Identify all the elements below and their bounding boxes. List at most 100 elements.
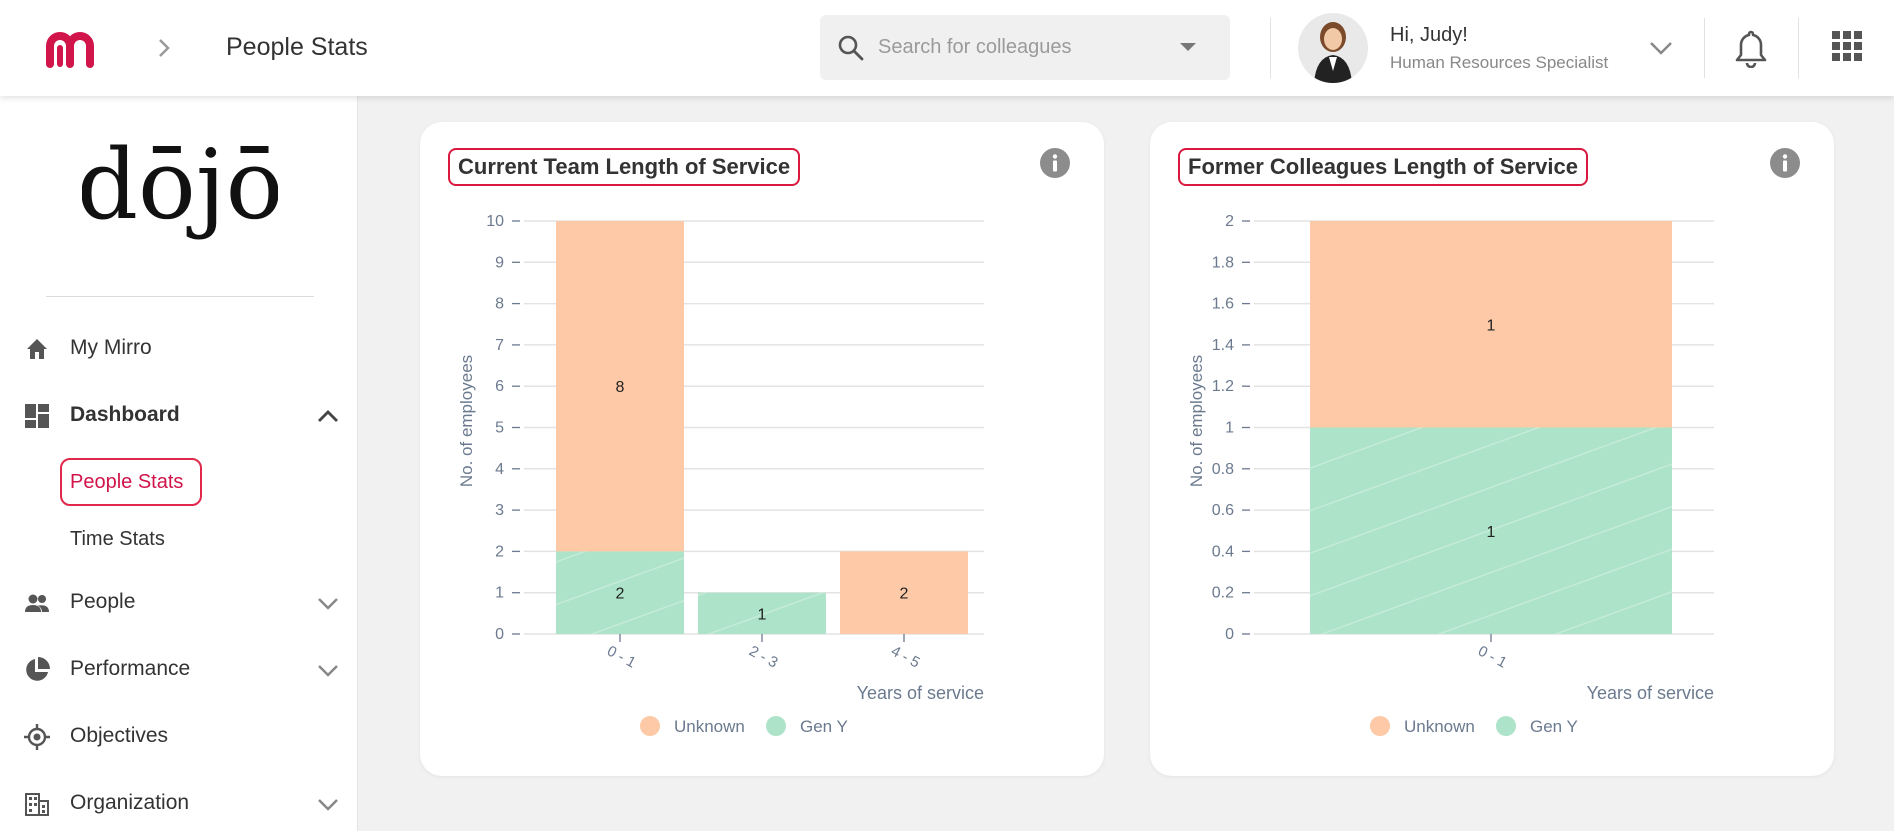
sidebar-item-people-stats[interactable]: People Stats [60,458,202,506]
y-tick-label: 7 [495,337,504,354]
x-tick-label: 0 - 1 [1475,643,1509,672]
sidebar-item-label: My Mirro [70,336,152,359]
data-label: 1 [758,606,767,623]
sidebar-item-people[interactable]: People [0,576,358,628]
y-tick-label: 0.6 [1212,502,1234,519]
bell-icon[interactable] [1734,28,1768,68]
y-tick-label: 1.4 [1212,337,1234,354]
chevron-up-icon[interactable] [316,407,340,425]
divider [1704,18,1705,78]
pie-icon [26,657,50,681]
y-tick-label: 4 [495,461,504,478]
sidebar-item-label: People [70,590,136,613]
x-axis-title: Years of service [1587,683,1714,703]
y-tick-label: 0 [495,626,504,643]
chevron-down-icon[interactable] [316,795,340,813]
dashboard-icon [25,404,49,428]
legend-swatch [1370,716,1390,736]
bar-gen-y [698,592,826,634]
sidebar-item-organization[interactable]: Organization [0,777,358,829]
y-tick-label: 0.8 [1212,461,1234,478]
chevron-down-icon[interactable] [316,661,340,679]
y-tick-label: 1.8 [1212,254,1234,271]
sidebar-item-performance[interactable]: Performance [0,643,358,695]
people-icon [25,594,49,612]
y-tick-label: 0.2 [1212,585,1234,602]
y-tick-label: 9 [495,254,504,271]
bar-chart-former-colleagues: 0 0.2 0.4 0.6 0.8 1 1.2 1.4 1.6 1.8 2 1 1 0 - 1 Years … [1187,213,1714,703]
search-icon [838,35,864,61]
user-avatar-icon [1314,22,1352,83]
chart-title: Former Colleagues Length of Service [1178,148,1588,186]
sidebar-item-time-stats[interactable]: Time Stats [70,528,165,550]
data-label: 1 [1487,524,1496,541]
x-tick-label: 2 - 3 [746,643,780,672]
chart-card-current-team: Current Team Length of Service 0 1 2 3 4 5 6 7 8… [420,122,1104,776]
divider [1270,18,1271,78]
chart-title: Current Team Length of Service [448,148,801,186]
sidebar-item-label: Performance [70,657,191,680]
colleague-search[interactable]: Search for colleagues [820,15,1230,80]
data-label: 2 [900,586,909,603]
breadcrumb-chevron-icon [159,39,170,57]
search-dropdown-icon[interactable] [1180,43,1196,51]
target-icon [24,724,50,750]
data-label: 8 [616,379,625,396]
bar-gen-y [1310,427,1672,634]
info-icon[interactable] [1770,148,1800,178]
y-tick-label: 8 [495,296,504,313]
svg-text:dōjō: dōjō [82,129,278,241]
sidebar-item-label: Objectives [70,724,169,747]
y-tick-label: 1.2 [1212,378,1234,395]
dojo-logo[interactable]: dōjō [82,124,278,264]
x-axis-title: Years of service [857,683,984,703]
sidebar-item-label: People Stats [70,471,184,493]
y-tick-label: 6 [495,378,504,395]
y-axis-title: No. of employees [457,355,476,487]
divider [1798,18,1799,78]
info-icon[interactable] [1040,148,1070,178]
sidebar-item-objectives[interactable]: Objectives [0,710,358,762]
page-title: People Stats [226,33,368,61]
bar-chart-current-team: 0 1 2 3 4 5 6 7 8 9 10 2 8 0 - 1 1 2 - 3 2 4 - 5 Years of … [457,213,984,703]
search-input[interactable]: Search for colleagues [878,36,1072,58]
y-tick-label: 10 [486,213,504,230]
building-icon [25,793,49,816]
y-tick-label: 3 [495,502,504,519]
y-tick-label: 1 [1225,420,1234,437]
sidebar-item-label: Organization [70,791,190,814]
bar-unknown [1310,221,1672,428]
divider [46,296,314,297]
chart-card-former-colleagues: Former Colleagues Length of Service 0 0.2… [1150,122,1834,776]
user-role: Human Resources Specialist [1390,53,1609,72]
user-greeting[interactable]: Hi, Judy! [1390,24,1468,46]
chevron-down-icon[interactable] [316,594,340,612]
data-label: 2 [616,586,625,603]
legend-swatch [766,716,786,736]
sidebar-item-label: Dashboard [70,403,180,426]
y-tick-label: 0 [1225,626,1234,643]
bar-unknown [840,551,968,634]
y-tick-label: 1.6 [1212,296,1234,313]
bar-gen-y [556,551,684,634]
y-tick-label: 5 [495,420,504,437]
sidebar-item-my-mirro[interactable]: My Mirro [0,322,358,374]
x-tick-label: 0 - 1 [604,643,638,672]
y-tick-label: 0.4 [1212,543,1234,560]
bar-unknown [556,221,684,552]
legend-swatch [1496,716,1516,736]
top-bar: People Stats Search for colleagues Hi, J… [0,0,1894,96]
sidebar: dōjō My Mirro Dashboard People Stats Tim… [0,96,358,831]
y-axis-title: No. of employees [1187,355,1206,487]
avatar[interactable] [1298,13,1368,83]
y-tick-label: 2 [495,543,504,560]
sidebar-item-dashboard[interactable]: Dashboard [0,389,358,441]
mirro-logo-icon[interactable] [44,30,102,70]
apps-grid-icon[interactable] [1832,31,1862,61]
y-tick-label: 1 [495,585,504,602]
legend-swatch [640,716,660,736]
home-icon [27,339,47,359]
x-tick-label: 4 - 5 [888,643,922,672]
chevron-down-icon[interactable] [1648,38,1674,58]
y-tick-label: 2 [1225,213,1234,230]
